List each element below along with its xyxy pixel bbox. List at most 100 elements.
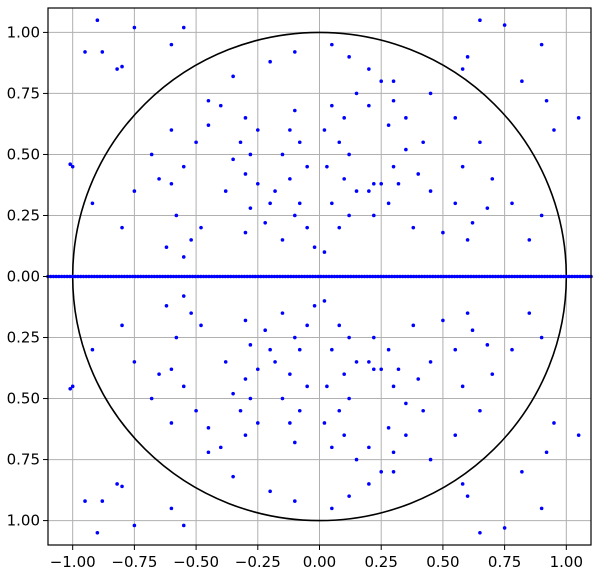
data-point — [297, 201, 302, 206]
real-axis-point — [182, 274, 187, 279]
data-point — [231, 474, 235, 479]
data-point — [181, 294, 186, 298]
real-axis-point — [338, 274, 342, 279]
data-point — [194, 408, 198, 413]
data-point — [354, 91, 359, 96]
data-point — [379, 469, 384, 474]
data-point — [293, 213, 297, 218]
data-point — [70, 164, 75, 169]
data-point — [391, 164, 396, 169]
real-axis-point — [234, 274, 239, 279]
real-axis-point — [534, 274, 539, 279]
real-axis-point — [286, 274, 290, 279]
real-axis-point — [163, 274, 168, 279]
data-point — [268, 201, 272, 206]
real-axis-point — [160, 274, 165, 279]
data-point — [322, 128, 327, 132]
data-point — [470, 221, 475, 225]
data-point — [248, 343, 253, 347]
real-axis-point — [501, 274, 506, 279]
data-point — [354, 360, 359, 364]
data-point — [280, 311, 285, 315]
data-point — [288, 177, 292, 181]
data-point — [347, 55, 351, 59]
data-point — [132, 189, 137, 193]
real-axis-point — [174, 274, 179, 279]
data-point — [386, 426, 391, 430]
real-axis-point — [259, 274, 263, 279]
y-tick-label: 0.75 — [7, 451, 40, 469]
data-point — [181, 255, 186, 259]
data-point — [218, 445, 223, 450]
data-point — [90, 347, 95, 352]
data-point — [367, 67, 371, 71]
data-point — [120, 225, 124, 230]
data-point — [539, 42, 544, 47]
data-point — [342, 433, 346, 437]
real-axis-point — [152, 274, 157, 279]
real-axis-point — [575, 274, 580, 279]
real-axis-point — [48, 274, 53, 279]
data-point — [478, 408, 482, 413]
real-axis-point — [466, 274, 471, 279]
real-axis-point — [275, 274, 280, 279]
data-point — [367, 445, 371, 450]
real-axis-point — [526, 274, 531, 279]
data-point — [305, 384, 309, 389]
real-axis-point — [171, 274, 176, 279]
data-point — [231, 391, 235, 396]
data-point — [372, 213, 376, 218]
data-point — [164, 245, 169, 250]
data-point — [428, 91, 433, 96]
real-axis-point — [425, 274, 430, 279]
real-axis-point — [537, 274, 541, 279]
real-axis-point — [496, 274, 501, 279]
real-axis-point — [267, 274, 271, 279]
data-point — [453, 116, 458, 120]
real-axis-point — [294, 274, 299, 279]
real-axis-point — [362, 274, 367, 279]
data-point — [169, 367, 174, 372]
real-axis-point — [302, 274, 307, 279]
real-axis-point — [463, 274, 468, 279]
real-axis-point — [327, 274, 331, 279]
data-point — [90, 201, 95, 206]
data-point — [312, 245, 317, 250]
data-point — [293, 440, 297, 445]
real-axis-point — [482, 274, 487, 279]
real-axis-point — [114, 274, 119, 279]
data-point — [273, 189, 277, 193]
real-axis-point — [313, 274, 318, 279]
real-axis-point — [204, 274, 209, 279]
real-axis-point — [417, 274, 421, 279]
data-point — [485, 343, 490, 347]
real-axis-point — [450, 274, 454, 279]
real-axis-point — [433, 274, 438, 279]
real-axis-point — [370, 274, 375, 279]
data-point — [206, 426, 211, 430]
data-point — [223, 360, 228, 364]
data-point — [70, 384, 75, 389]
data-point — [132, 360, 137, 364]
data-point — [404, 401, 408, 406]
data-point — [347, 152, 351, 157]
real-axis-point — [155, 274, 159, 279]
real-axis-point — [106, 274, 110, 279]
data-point — [132, 523, 137, 528]
real-axis-point — [586, 274, 591, 279]
real-axis-point — [289, 274, 293, 279]
tick-labels: −1.00 −0.75 −0.50 −0.25 0.00 0.25 0.50 0.75 1.00… — [7, 23, 583, 571]
x-tick-label: 0.75 — [488, 553, 521, 571]
data-point — [347, 213, 351, 218]
real-axis-point — [319, 274, 323, 279]
data-point — [268, 59, 272, 64]
real-axis-point — [65, 274, 69, 279]
x-tick-label: −0.50 — [173, 553, 219, 571]
data-point — [465, 238, 470, 242]
data-point — [460, 67, 465, 71]
data-point — [95, 530, 100, 535]
real-axis-point — [305, 274, 310, 279]
real-axis-point — [444, 274, 449, 279]
real-axis-point — [272, 274, 277, 279]
real-axis-point — [550, 274, 555, 279]
